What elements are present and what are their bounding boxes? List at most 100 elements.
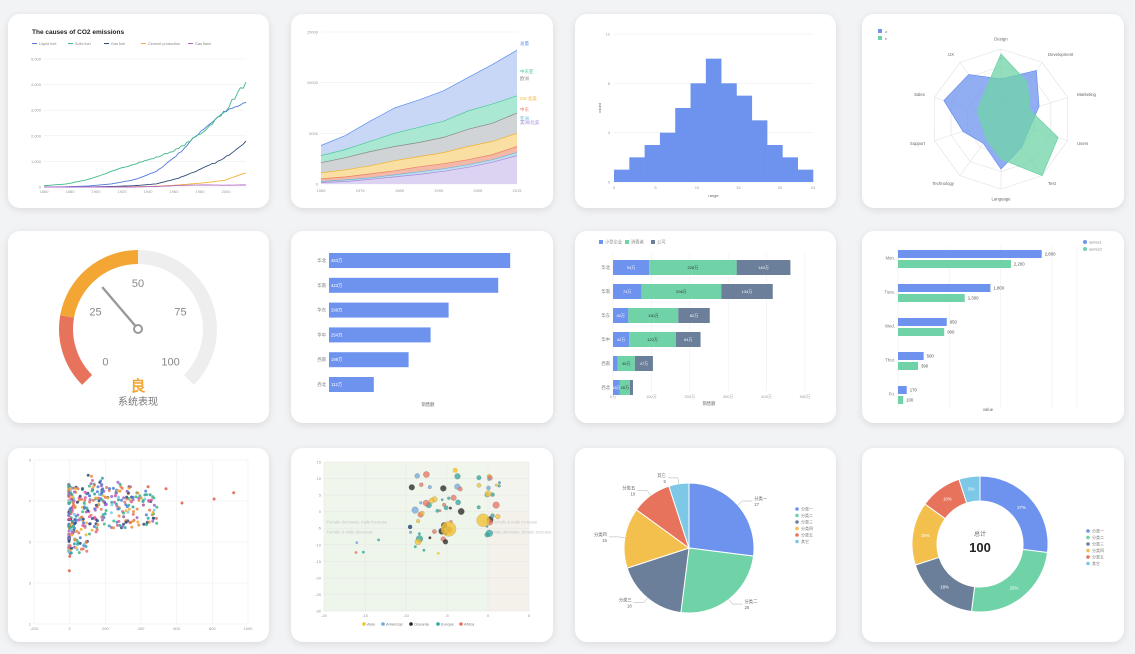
scatter-point [100,518,104,522]
legend-swatch [362,622,366,626]
scatter-point [136,491,140,495]
scatter-point [125,489,129,493]
scatter-point [96,523,100,527]
scatter-point [91,485,95,489]
x-tick-label: 1975 [356,188,366,193]
scatter-point [70,519,74,523]
scatter-point [122,496,126,500]
scatter-point [131,495,135,499]
legend-swatch [459,622,463,626]
bubble [414,538,422,546]
histogram-bar [675,108,691,182]
x-tick-label: 5 [654,185,657,190]
legend-label: 分类五 [801,532,813,538]
bar-value-label: 900 [947,330,955,335]
bubble [409,530,413,534]
x-axis-label: 销售额 [422,401,436,408]
bar-value-label: 134万 [742,289,753,294]
legend-label: 分类四 [1092,547,1104,553]
scatter-point [123,526,127,530]
scatter-point [90,489,94,493]
stacked-bar-segment [619,380,630,395]
scatter-point [135,516,139,520]
donut-slice-label: 25% [1010,585,1019,590]
bar-value-label: 299万 [331,308,343,314]
scatter-point [100,491,104,495]
bubble [435,508,440,513]
grouped-bar [898,250,1042,258]
scatter-point [67,550,71,554]
scatter-point [120,498,123,502]
scatter-point [117,495,120,499]
scatter-point [69,551,73,555]
scatter-point [112,519,116,523]
scatter-point [125,505,129,509]
scatter-point [84,545,88,548]
scatter-point [141,500,145,503]
scatter-point [88,522,92,526]
scatter-point [129,520,133,524]
x-axis-label: value [983,407,994,412]
y-tick-label: 10 [317,476,322,481]
scatter-point [113,500,116,504]
legend-label: Americas [386,622,403,627]
hbar-bar [329,377,374,392]
scatter-point [118,524,122,527]
radar-series-1 [976,53,1059,177]
radar-axis-label: Sales [914,92,925,97]
stacked-bar-segment [613,308,629,323]
x-tick-label: 400万 [761,394,772,399]
bubble [432,529,437,534]
pie-slice [623,509,691,569]
y-tick-label: 8 [608,81,611,86]
scatter-point [91,498,95,502]
x-tick-label: 1860 [40,189,50,194]
pie-callout-label: 分类五 [622,485,636,492]
stacked-bar-segment [613,332,630,347]
bubble [440,498,444,502]
scatter-point [109,511,113,515]
stacked-bar-segment [641,284,722,299]
radar-axis-label: Marketing [1077,92,1096,97]
x-tick-label: 100万 [646,394,657,399]
stacked-bar-segment [736,260,791,275]
stacked-bar-segment [629,332,676,347]
y-category-label: 华中 [601,336,610,343]
scatter-point [136,520,140,524]
scatter-point [102,516,106,519]
y-category-label: 华中 [317,331,326,338]
bubble [452,467,458,473]
x-tick-label: 500万 [800,394,811,399]
y-category-label: 华东 [317,307,326,314]
legend-label: 小型企业 [605,239,623,246]
bubble [427,485,432,489]
area-line-6 [320,155,518,183]
bubble-large [476,513,490,527]
scatter-point [129,485,132,489]
card-co2: The causes of CO2 emissions Liquid fuel So… [8,14,269,208]
scatter-point [73,506,77,510]
grouped-bar [898,284,991,292]
legend-label: 分类三 [1092,541,1104,547]
x-tick-label: 400 [138,626,145,631]
scatter-point [132,510,135,514]
scatter-point [93,508,97,512]
bar-value-label: 1,800 [993,286,1004,291]
radar-axis-label: Language [991,197,1011,202]
bubble [447,496,451,500]
scatter-point [103,503,107,507]
stacked-bar-segment [613,260,650,275]
scatter-point [144,523,148,527]
y-category-label: 华东 [601,312,610,319]
x-tick-label: 2000 [222,189,232,194]
scatter-point [103,512,107,516]
bar-value-label: 26万 [621,385,629,390]
y-tick-label: 5,000 [31,57,42,62]
bar-value-label: 950 [950,320,958,325]
series-end-label: 亚洲 [520,116,529,121]
pie-leader-line [608,536,625,539]
legend-label: Asia [367,622,376,627]
